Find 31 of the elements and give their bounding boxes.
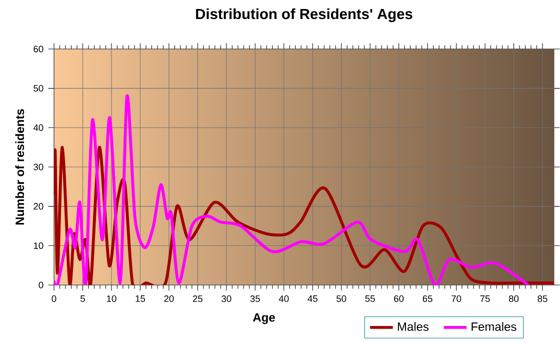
x-tick-label: 30 <box>222 295 232 302</box>
y-tick-label: 20 <box>34 203 44 210</box>
y-tick-label: 60 <box>34 46 44 52</box>
x-tick-label: 60 <box>394 295 404 302</box>
x-tick-label: 5 <box>80 295 85 302</box>
x-tick-label: 55 <box>365 295 375 302</box>
x-tick-label: 15 <box>136 295 145 302</box>
legend-label: Females <box>472 322 516 331</box>
x-tick-label: 50 <box>336 295 346 302</box>
x-tick-label: 65 <box>422 295 432 302</box>
y-axis-title: Number of residents <box>15 109 24 225</box>
x-tick-label: 20 <box>164 295 174 302</box>
legend-label: Males <box>398 322 429 331</box>
y-tick-label: 50 <box>34 85 44 92</box>
x-tick-label: 35 <box>250 295 260 302</box>
x-tick-label: 85 <box>538 295 548 302</box>
x-tick-label: 10 <box>107 295 116 302</box>
chart-title: Distribution of Residents' Ages <box>196 8 412 22</box>
x-tick-label: 25 <box>192 295 202 302</box>
x-tick-label: 75 <box>480 295 490 302</box>
x-axis-title: Age <box>252 313 275 324</box>
x-tick-label: 0 <box>52 295 56 302</box>
x-tick-label: 80 <box>508 295 519 302</box>
y-tick-label: 10 <box>34 242 44 249</box>
y-tick-label: 0 <box>38 282 44 288</box>
x-tick-label: 70 <box>452 295 462 302</box>
x-tick-label: 40 <box>278 295 289 302</box>
x-tick-label: 45 <box>308 295 318 302</box>
line-series <box>54 94 530 285</box>
y-tick-label: 30 <box>34 164 44 170</box>
y-tick-label: 40 <box>33 124 44 131</box>
